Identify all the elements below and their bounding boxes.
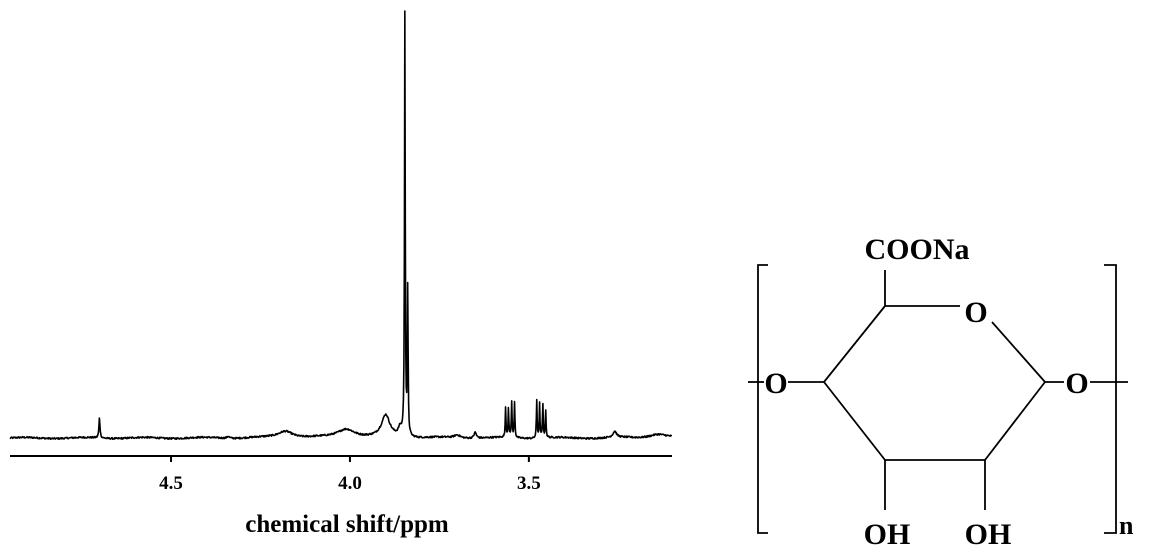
x-tick-label: 4.0: [338, 473, 362, 494]
right-linker-oxygen-label: O: [1065, 367, 1088, 400]
x-tick-label: 3.5: [517, 473, 541, 494]
x-tick-label: 4.5: [159, 473, 183, 494]
hydroxyl-label: OH: [965, 518, 1012, 550]
alginate-repeat-unit-structure: COONa O O O OH OH n: [748, 233, 1134, 550]
ring-oxygen-label: O: [964, 296, 987, 329]
left-linker-oxygen-label: O: [764, 367, 787, 400]
right-bracket: [1104, 264, 1117, 534]
left-bracket: [757, 264, 768, 534]
ring-bond: [984, 381, 1046, 461]
x-axis-title: chemical shift/ppm: [245, 511, 449, 538]
hydroxyl-label: OH: [864, 518, 911, 550]
ring-bond: [823, 305, 886, 383]
repeat-subscript-n: n: [1119, 511, 1134, 540]
nmr-spectrum: 4.5 4.0 3.5 chemical shift/ppm: [9, 10, 673, 538]
carboxylate-label: COONa: [865, 233, 970, 266]
structure-bonds: [748, 264, 1128, 534]
spectrum-trace: [9, 10, 673, 441]
ring-bond: [823, 381, 886, 461]
ring-bond: [991, 321, 1046, 383]
